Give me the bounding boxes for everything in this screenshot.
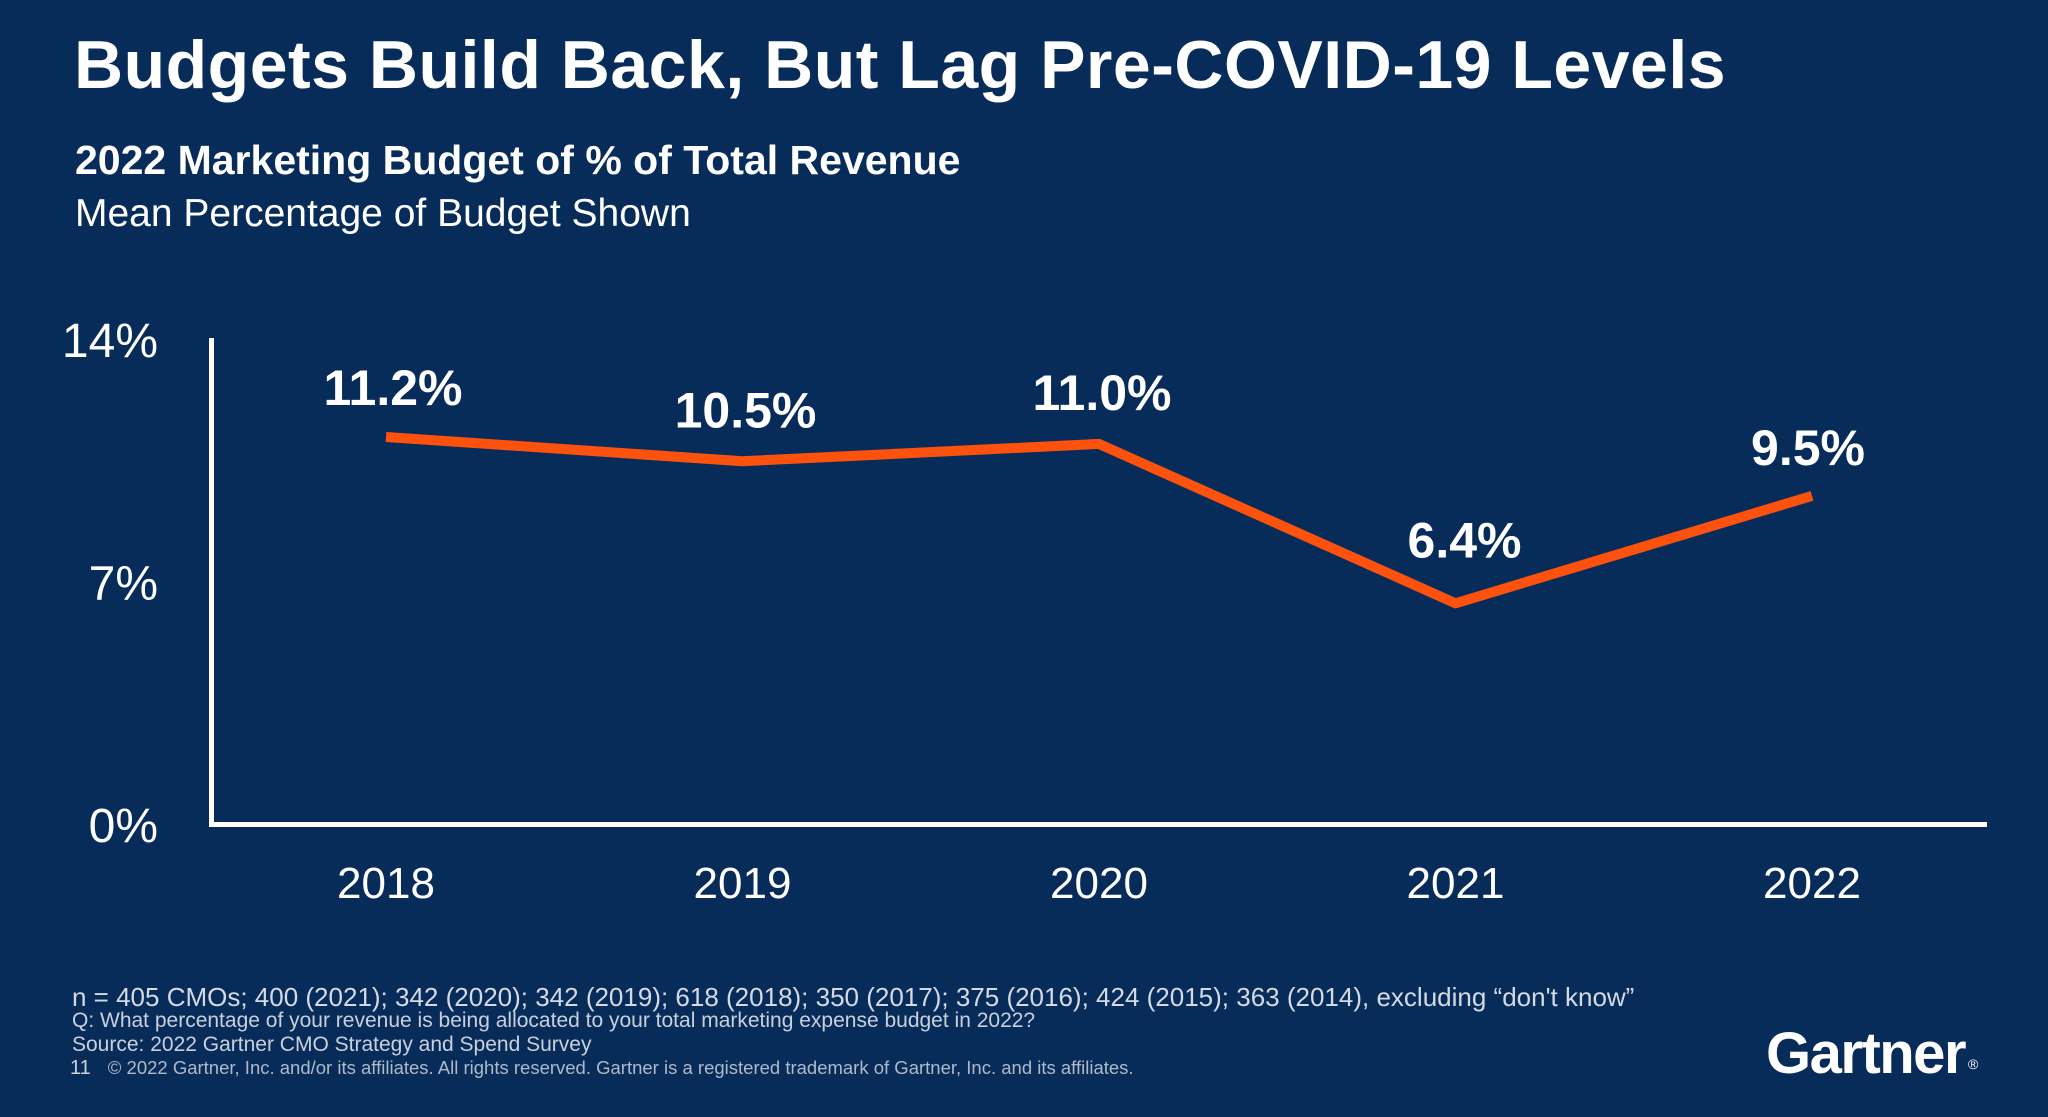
slide-title: Budgets Build Back, But Lag Pre-COVID-19… [74, 27, 1727, 103]
data-point-label: 11.0% [1032, 365, 1171, 421]
data-point-label: 6.4% [1408, 512, 1522, 568]
survey-question: Q: What percentage of your revenue is be… [72, 1009, 1036, 1032]
x-tick-label: 2019 [694, 859, 792, 908]
sample-note: n = 405 CMOs; 400 (2021); 342 (2020); 34… [72, 982, 1635, 1012]
chart-title: 2022 Marketing Budget of % of Total Reve… [75, 137, 961, 183]
data-point-label: 10.5% [675, 382, 817, 438]
gartner-logo: Gartner ® [1766, 1025, 1979, 1083]
y-tick-label: 14% [62, 315, 158, 368]
x-tick-label: 2022 [1763, 859, 1861, 908]
y-tick-label: 7% [89, 558, 158, 611]
copyright-text: © 2022 Gartner, Inc. and/or its affiliat… [107, 1057, 1134, 1078]
x-tick-label: 2020 [1050, 859, 1148, 908]
x-tick-label: 2021 [1407, 859, 1505, 908]
registered-trademark-icon: ® [1968, 1056, 1979, 1072]
source-note: Source: 2022 Gartner CMO Strategy and Sp… [72, 1033, 592, 1056]
data-point-label: 9.5% [1751, 420, 1865, 476]
gartner-logo-text: Gartner [1766, 1021, 1967, 1086]
x-tick-label: 2018 [337, 859, 435, 908]
copyright-row: 11 © 2022 Gartner, Inc. and/or its affil… [70, 1058, 1134, 1078]
data-line [385, 432, 1814, 609]
data-point-label: 11.2% [323, 360, 462, 416]
y-tick-label: 0% [89, 800, 158, 853]
chart-subtitle: Mean Percentage of Budget Shown [75, 192, 691, 235]
page-number: 11 [70, 1057, 91, 1079]
